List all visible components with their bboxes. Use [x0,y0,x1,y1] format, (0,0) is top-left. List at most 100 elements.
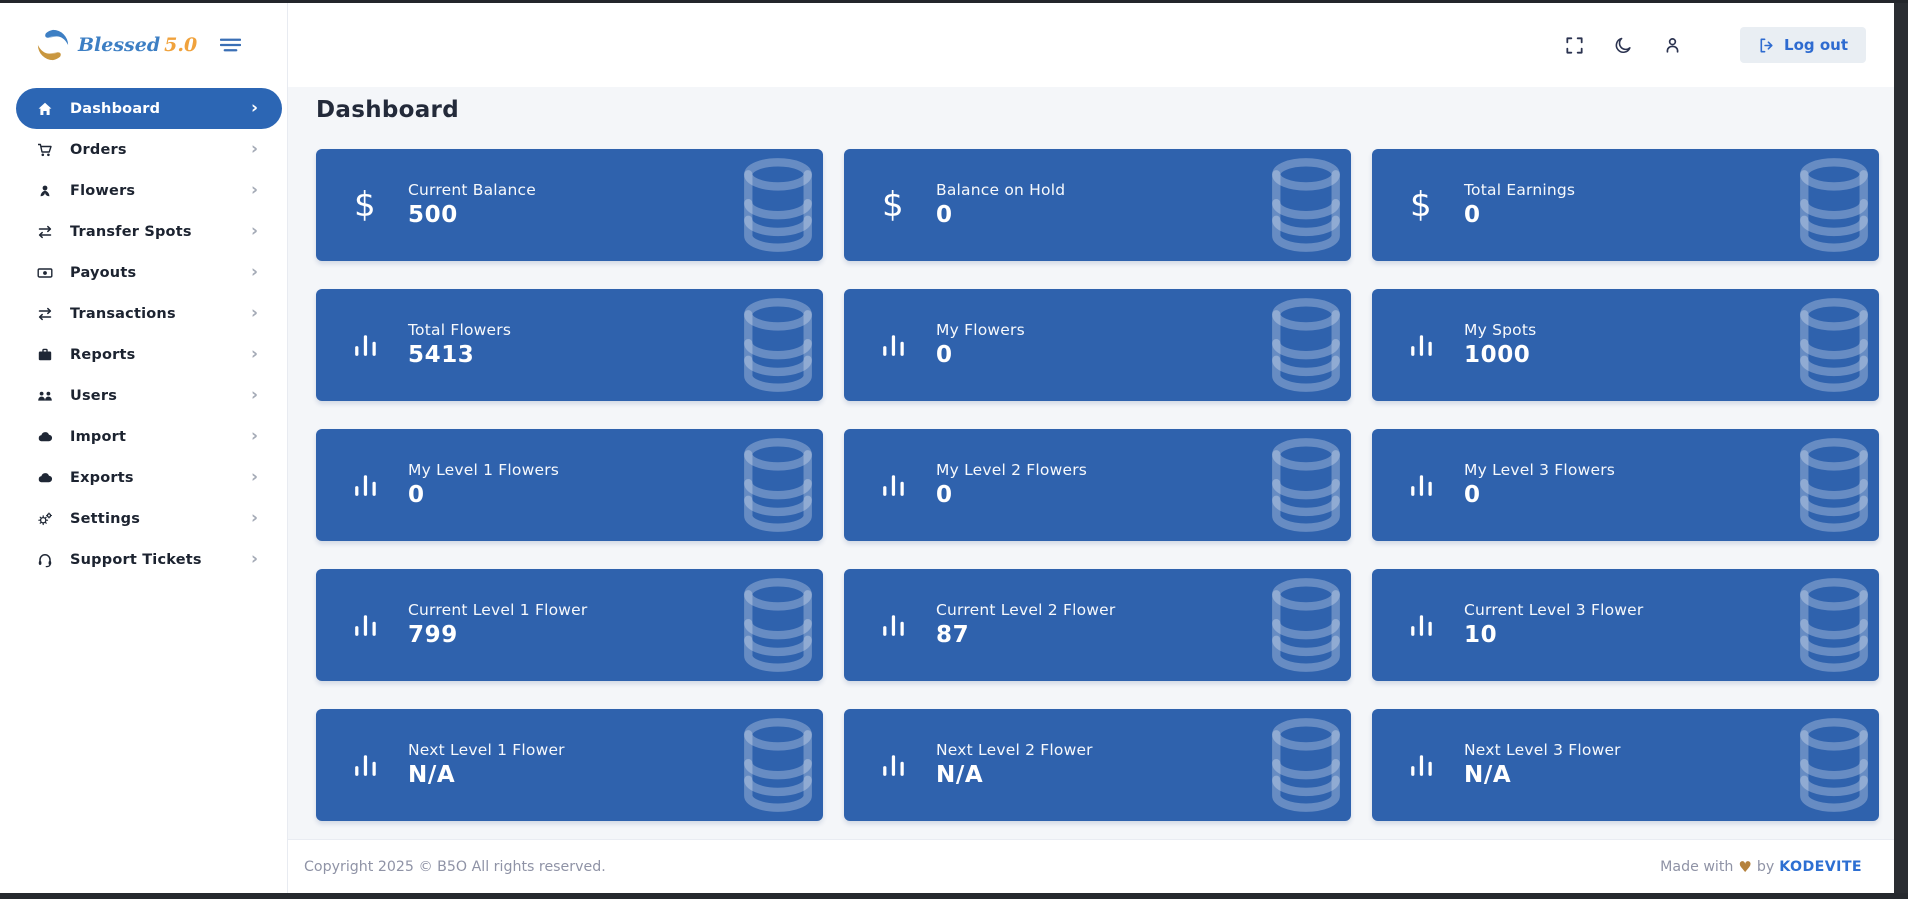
sidebar-item-settings[interactable]: Settings › [16,498,282,539]
stat-card: My Level 1 Flowers 0 [316,428,823,541]
window-top-edge [0,0,1908,3]
stat-card-label: My Level 3 Flowers [1464,461,1616,480]
database-icon [1267,156,1345,253]
fullscreen-icon [1565,36,1584,55]
database-icon [739,156,817,253]
stat-card-value: N/A [408,762,456,789]
stat-card-label: Total Earnings [1464,181,1576,200]
sidebar-item-flowers[interactable]: Flowers › [16,170,282,211]
stat-card-value: 500 [408,202,458,229]
stat-card: Current Level 1 Flower 799 [316,568,823,681]
stat-card: $ Current Balance 500 [316,148,823,261]
menu-toggle-button[interactable] [220,37,241,53]
bar-chart-icon [1410,472,1464,498]
bar-chart-icon [354,612,408,638]
stat-card-value: 0 [1464,202,1481,229]
sidebar-item-label: Transfer Spots [70,223,192,240]
database-icon [739,576,817,673]
database-icon [1795,436,1873,533]
stat-card-label: My Spots [1464,321,1537,340]
user-button[interactable] [1663,36,1682,55]
footer-credit: Made with ♥ by KODEVITE [1660,858,1862,876]
main-content: Dashboard $ Current Balance 500 $ Balanc… [288,87,1894,839]
sidebar-item-label: Payouts [70,264,137,281]
stat-card-value: 0 [936,342,953,369]
headset-icon [36,552,53,568]
chevron-right-icon: › [250,262,258,282]
sidebar-item-exports[interactable]: Exports › [16,457,282,498]
flower-icon [36,183,53,199]
stat-card-label: Current Balance [408,181,536,200]
heart-icon: ♥ [1738,857,1752,876]
stats-grid: $ Current Balance 500 $ Balance on Hold … [316,148,1879,821]
stat-card-value: 5413 [408,342,475,369]
database-icon [1267,296,1345,393]
stat-card: Current Level 3 Flower 10 [1372,568,1879,681]
stat-card: Current Level 2 Flower 87 [844,568,1351,681]
bar-chart-icon [882,752,936,778]
header-actions [1565,36,1682,55]
stat-card-label: Current Level 2 Flower [936,601,1116,620]
sidebar-item-orders[interactable]: Orders › [16,129,282,170]
dollar-icon: $ [882,184,904,225]
stat-card: My Level 2 Flowers 0 [844,428,1351,541]
banknote-icon [36,265,53,281]
sidebar-item-label: Flowers [70,182,136,199]
stat-card-value: 1000 [1464,342,1531,369]
stat-card-value: 0 [1464,482,1481,509]
database-icon [739,436,817,533]
transfer-icon [36,224,53,240]
stat-card-label: Next Level 2 Flower [936,741,1093,760]
dollar-icon: $ [1410,184,1432,225]
stat-card: Next Level 1 Flower N/A [316,708,823,821]
app-window: Blessed 5.0 Dashboard › Orders [0,3,1894,893]
bar-chart-icon [882,472,936,498]
top-header: Log out [288,3,1894,87]
sidebar-item-payouts[interactable]: Payouts › [16,252,282,293]
sidebar-item-label: Dashboard [70,100,161,117]
chevron-right-icon: › [250,344,258,364]
logout-icon [1758,37,1775,54]
user-icon [1663,36,1682,55]
home-icon [36,101,53,117]
sidebar-item-label: Import [70,428,127,445]
stat-card-value: N/A [1464,762,1512,789]
logout-button[interactable]: Log out [1740,27,1866,63]
window-bottom-edge [0,893,1908,899]
sidebar-item-transactions[interactable]: Transactions › [16,293,282,334]
fullscreen-button[interactable] [1565,36,1584,55]
made-with-text: Made with [1660,858,1734,875]
sidebar-item-import[interactable]: Import › [16,416,282,457]
credit-link[interactable]: KODEVITE [1779,858,1862,875]
hands-logo-icon [36,28,70,62]
cart-icon [36,142,53,158]
moon-button[interactable] [1614,36,1633,55]
stat-card-label: Next Level 1 Flower [408,741,565,760]
stat-card-value: 0 [936,482,953,509]
main-column: Log out Dashboard $ Current Balance 500 … [288,3,1894,893]
bar-chart-icon [354,752,408,778]
cloud-import-icon [36,429,53,445]
stat-card: $ Balance on Hold 0 [844,148,1351,261]
sidebar-logo-row: Blessed 5.0 [0,3,287,87]
copyright-text: Copyright 2025 © B5O All rights reserved… [304,858,606,875]
bar-chart-icon [354,332,408,358]
sidebar-item-label: Exports [70,469,134,486]
stat-card-label: Current Level 1 Flower [408,601,588,620]
scrollbar[interactable] [1894,0,1908,899]
sidebar-item-support-tickets[interactable]: Support Tickets › [16,539,282,580]
sidebar-menu: Dashboard › Orders › Flowers › Transfer … [0,87,287,580]
brand-logo[interactable]: Blessed 5.0 [36,28,197,62]
logout-label: Log out [1784,36,1848,54]
sidebar-item-users[interactable]: Users › [16,375,282,416]
sidebar-item-reports[interactable]: Reports › [16,334,282,375]
stat-card-label: Balance on Hold [936,181,1066,200]
database-icon [739,716,817,813]
stat-card: My Spots 1000 [1372,288,1879,401]
sidebar-item-dashboard[interactable]: Dashboard › [16,88,282,129]
bar-chart-icon [1410,612,1464,638]
chevron-right-icon: › [250,549,258,569]
database-icon [739,296,817,393]
sidebar-item-transfer-spots[interactable]: Transfer Spots › [16,211,282,252]
bar-chart-icon [1410,332,1464,358]
